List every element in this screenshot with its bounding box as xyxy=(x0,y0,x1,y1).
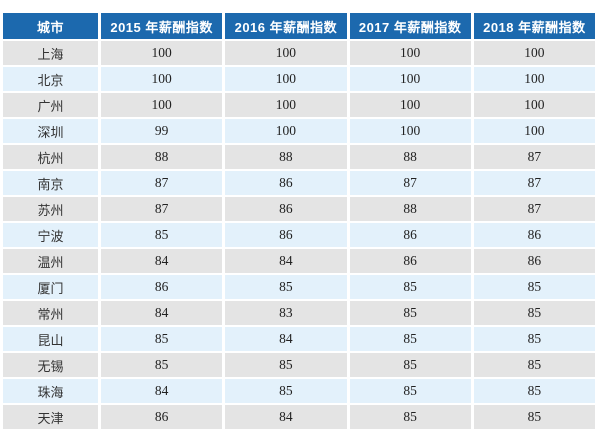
city-cell: 广州 xyxy=(3,93,98,117)
value-cell: 100 xyxy=(101,93,223,117)
header-cell-city: 城市 xyxy=(3,13,98,39)
city-cell: 温州 xyxy=(3,249,98,273)
header-cell-year-2018: 2018 年薪酬指数 xyxy=(473,13,595,39)
page: 城市 2015 年薪酬指数 2016 年薪酬指数 2017 年薪酬指数 2018 年薪酬… xyxy=(0,11,600,439)
value-cell: 88 xyxy=(349,145,471,169)
value-cell: 85 xyxy=(225,353,347,377)
table-row: 南京 87 86 87 87 xyxy=(3,171,595,195)
value-cell: 85 xyxy=(101,223,223,247)
table-row: 苏州 87 86 88 87 xyxy=(3,197,595,221)
table-row: 天津 86 84 85 85 xyxy=(3,405,595,429)
value-cell: 85 xyxy=(349,405,471,429)
value-cell: 100 xyxy=(101,41,223,65)
value-cell: 84 xyxy=(225,405,347,429)
value-cell: 86 xyxy=(101,405,223,429)
table-row: 杭州 88 88 88 87 xyxy=(3,145,595,169)
value-cell: 85 xyxy=(473,405,595,429)
value-cell: 85 xyxy=(473,379,595,403)
table-row: 昆山 85 84 85 85 xyxy=(3,327,595,351)
value-cell: 100 xyxy=(473,119,595,143)
value-cell: 100 xyxy=(225,93,347,117)
value-cell: 85 xyxy=(225,275,347,299)
table-row: 北京 100 100 100 100 xyxy=(3,67,595,91)
city-cell: 昆山 xyxy=(3,327,98,351)
value-cell: 85 xyxy=(473,327,595,351)
value-cell: 85 xyxy=(349,301,471,325)
value-cell: 88 xyxy=(225,145,347,169)
value-cell: 85 xyxy=(349,327,471,351)
value-cell: 85 xyxy=(349,275,471,299)
value-cell: 84 xyxy=(101,301,223,325)
value-cell: 85 xyxy=(349,353,471,377)
header-cell-year-2015: 2015 年薪酬指数 xyxy=(101,13,223,39)
value-cell: 100 xyxy=(349,93,471,117)
value-cell: 86 xyxy=(101,275,223,299)
table-row: 广州 100 100 100 100 xyxy=(3,93,595,117)
value-cell: 86 xyxy=(225,197,347,221)
table-row: 上海 100 100 100 100 xyxy=(3,41,595,65)
value-cell: 85 xyxy=(473,275,595,299)
value-cell: 100 xyxy=(349,41,471,65)
value-cell: 85 xyxy=(473,301,595,325)
table-row: 温州 84 84 86 86 xyxy=(3,249,595,273)
value-cell: 84 xyxy=(225,327,347,351)
header-cell-year-2016: 2016 年薪酬指数 xyxy=(225,13,347,39)
value-cell: 84 xyxy=(101,379,223,403)
value-cell: 87 xyxy=(101,197,223,221)
value-cell: 87 xyxy=(473,171,595,195)
value-cell: 87 xyxy=(349,171,471,195)
table-row: 深圳 99 100 100 100 xyxy=(3,119,595,143)
value-cell: 85 xyxy=(101,327,223,351)
city-cell: 珠海 xyxy=(3,379,98,403)
city-cell: 杭州 xyxy=(3,145,98,169)
table-row: 无锡 85 85 85 85 xyxy=(3,353,595,377)
value-cell: 86 xyxy=(349,223,471,247)
header-cell-year-2017: 2017 年薪酬指数 xyxy=(349,13,471,39)
table-row: 厦门 86 85 85 85 xyxy=(3,275,595,299)
value-cell: 87 xyxy=(473,145,595,169)
city-cell: 北京 xyxy=(3,67,98,91)
value-cell: 85 xyxy=(349,379,471,403)
city-cell: 厦门 xyxy=(3,275,98,299)
value-cell: 84 xyxy=(225,249,347,273)
value-cell: 88 xyxy=(349,197,471,221)
city-cell: 无锡 xyxy=(3,353,98,377)
value-cell: 100 xyxy=(101,67,223,91)
value-cell: 87 xyxy=(101,171,223,195)
value-cell: 84 xyxy=(101,249,223,273)
value-cell: 86 xyxy=(349,249,471,273)
table-row: 宁波 85 86 86 86 xyxy=(3,223,595,247)
value-cell: 86 xyxy=(473,223,595,247)
table-row: 珠海 84 85 85 85 xyxy=(3,379,595,403)
value-cell: 100 xyxy=(473,67,595,91)
city-cell: 苏州 xyxy=(3,197,98,221)
value-cell: 100 xyxy=(225,67,347,91)
city-cell: 常州 xyxy=(3,301,98,325)
salary-index-table: 城市 2015 年薪酬指数 2016 年薪酬指数 2017 年薪酬指数 2018 年薪酬… xyxy=(0,11,598,431)
value-cell: 83 xyxy=(225,301,347,325)
city-cell: 南京 xyxy=(3,171,98,195)
value-cell: 86 xyxy=(225,171,347,195)
value-cell: 100 xyxy=(473,41,595,65)
city-cell: 天津 xyxy=(3,405,98,429)
value-cell: 86 xyxy=(473,249,595,273)
city-cell: 宁波 xyxy=(3,223,98,247)
header-row: 城市 2015 年薪酬指数 2016 年薪酬指数 2017 年薪酬指数 2018 年薪酬… xyxy=(3,13,595,39)
value-cell: 100 xyxy=(473,93,595,117)
value-cell: 99 xyxy=(101,119,223,143)
value-cell: 100 xyxy=(349,67,471,91)
value-cell: 100 xyxy=(225,119,347,143)
table-row: 常州 84 83 85 85 xyxy=(3,301,595,325)
city-cell: 深圳 xyxy=(3,119,98,143)
value-cell: 87 xyxy=(473,197,595,221)
city-cell: 上海 xyxy=(3,41,98,65)
value-cell: 86 xyxy=(225,223,347,247)
value-cell: 100 xyxy=(349,119,471,143)
value-cell: 100 xyxy=(225,41,347,65)
table-body: 上海 100 100 100 100 北京 100 100 100 100 广州 100 100 100 1… xyxy=(3,41,595,429)
value-cell: 85 xyxy=(473,353,595,377)
value-cell: 85 xyxy=(225,379,347,403)
value-cell: 85 xyxy=(101,353,223,377)
value-cell: 88 xyxy=(101,145,223,169)
